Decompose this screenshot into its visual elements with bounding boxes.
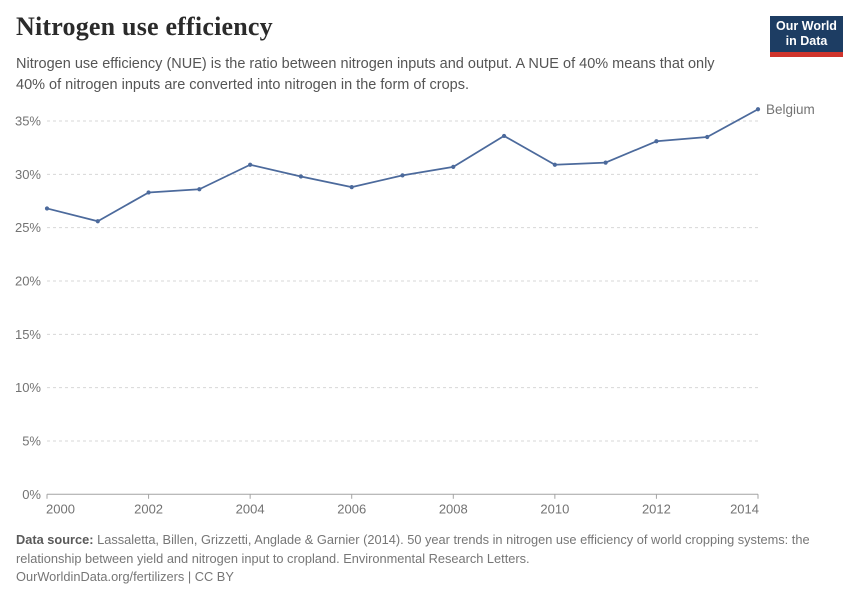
x-tick-label: 2010 <box>540 501 569 516</box>
data-point[interactable] <box>501 133 507 139</box>
y-tick-label: 30% <box>15 167 41 182</box>
data-point[interactable] <box>400 173 405 178</box>
data-point[interactable] <box>654 139 659 144</box>
chart-subtitle: Nitrogen use efficiency (NUE) is the rat… <box>16 56 715 93</box>
data-point[interactable] <box>248 162 253 167</box>
y-tick-label: 35% <box>15 114 41 129</box>
owid-logo[interactable]: Our World in Data <box>770 16 843 57</box>
x-tick-label: 2002 <box>134 501 163 516</box>
y-tick-label: 10% <box>15 380 41 395</box>
line-chart[interactable]: 0% 5% 10% 15% 20% 25% 30% 35% 2000 2002 2004 2006 20… <box>0 95 850 525</box>
x-tick-label: 2014 <box>730 501 759 516</box>
owid-logo-line1: Our World <box>776 19 837 33</box>
data-point[interactable] <box>197 187 202 192</box>
data-source-text: Lassaletta, Billen, Grizzetti, Anglade &… <box>16 532 810 566</box>
data-point[interactable] <box>146 190 151 195</box>
y-tick-label: 5% <box>22 433 41 448</box>
x-tick-label: 2008 <box>439 501 468 516</box>
series-label: Belgium <box>766 102 815 117</box>
y-tick-label: 0% <box>22 487 41 502</box>
data-point[interactable] <box>298 174 304 179</box>
license-separator: | <box>187 569 192 585</box>
data-point[interactable] <box>44 206 50 211</box>
x-tick-label: 2012 <box>642 501 671 516</box>
data-point[interactable] <box>603 160 608 165</box>
data-point[interactable] <box>95 219 100 224</box>
y-tick-label: 20% <box>15 273 41 288</box>
data-point[interactable] <box>705 134 710 140</box>
data-point[interactable] <box>451 164 456 169</box>
page-title: Nitrogen use efficiency <box>16 12 273 41</box>
license-label: CC BY <box>194 569 234 585</box>
data-point[interactable] <box>755 107 761 112</box>
data-point[interactable] <box>552 162 557 167</box>
y-tick-label: 15% <box>15 327 41 342</box>
x-tick-label: 2000 <box>46 501 75 516</box>
data-source-label: Data source: <box>16 532 94 547</box>
owid-url-link[interactable]: OurWorldinData.org/fertilizers <box>16 569 185 585</box>
y-tick-label: 25% <box>15 220 41 235</box>
data-point[interactable] <box>349 185 354 190</box>
data-source-line: Data source: Lassaletta, Billen, Grizzet… <box>16 531 836 568</box>
data-line-belgium[interactable] <box>46 108 759 223</box>
chart-footer: Data source: Lassaletta, Billen, Grizzet… <box>16 531 836 587</box>
license-line: OurWorldinData.org/fertilizers | CC BY <box>16 568 836 587</box>
x-tick-label: 2006 <box>337 501 366 516</box>
owid-logo-line2: in Data <box>785 34 828 48</box>
x-tick-label: 2004 <box>236 501 265 516</box>
